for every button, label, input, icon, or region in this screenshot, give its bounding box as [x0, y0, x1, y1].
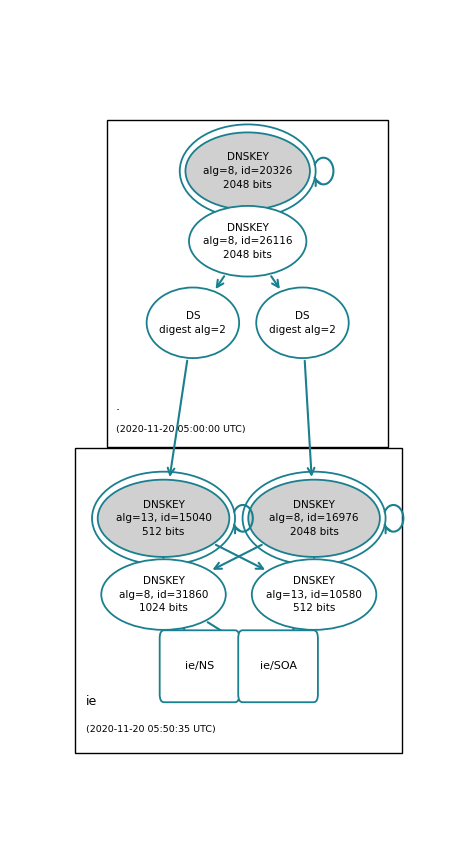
Bar: [75, 448, 403, 753]
Text: (2020-11-20 05:00:00 UTC): (2020-11-20 05:00:00 UTC): [116, 426, 246, 434]
Bar: [107, 120, 388, 447]
Text: DS
digest alg=2: DS digest alg=2: [159, 311, 226, 335]
Ellipse shape: [101, 560, 226, 630]
Ellipse shape: [189, 206, 307, 277]
Ellipse shape: [252, 560, 376, 630]
Text: (2020-11-20 05:50:35 UTC): (2020-11-20 05:50:35 UTC): [86, 725, 216, 734]
Text: DNSKEY
alg=8, id=31860
1024 bits: DNSKEY alg=8, id=31860 1024 bits: [119, 576, 208, 613]
FancyBboxPatch shape: [238, 631, 318, 702]
Text: DNSKEY
alg=8, id=20326
2048 bits: DNSKEY alg=8, id=20326 2048 bits: [203, 152, 292, 189]
Ellipse shape: [185, 132, 310, 209]
Ellipse shape: [146, 287, 239, 358]
Text: DNSKEY
alg=8, id=26116
2048 bits: DNSKEY alg=8, id=26116 2048 bits: [203, 222, 292, 260]
Text: .: .: [116, 400, 120, 413]
Ellipse shape: [248, 480, 380, 557]
FancyBboxPatch shape: [160, 631, 239, 702]
Text: ie: ie: [86, 695, 97, 708]
Ellipse shape: [98, 480, 230, 557]
Text: ie/NS: ie/NS: [185, 661, 214, 671]
Text: ie/SOA: ie/SOA: [260, 661, 297, 671]
Text: DS
digest alg=2: DS digest alg=2: [269, 311, 336, 335]
Text: DNSKEY
alg=8, id=16976
2048 bits: DNSKEY alg=8, id=16976 2048 bits: [269, 500, 359, 537]
Text: DNSKEY
alg=13, id=15040
512 bits: DNSKEY alg=13, id=15040 512 bits: [116, 500, 212, 537]
Ellipse shape: [256, 287, 349, 358]
Text: DNSKEY
alg=13, id=10580
512 bits: DNSKEY alg=13, id=10580 512 bits: [266, 576, 362, 613]
